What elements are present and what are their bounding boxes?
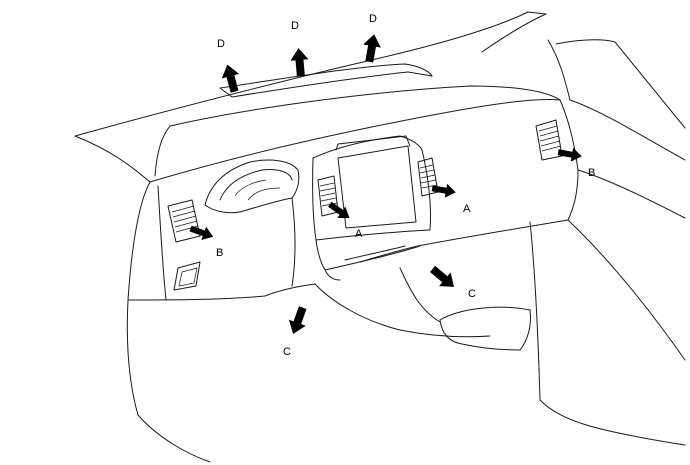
left-switch-panel	[173, 261, 201, 291]
dashboard-top	[74, 63, 561, 183]
side-vent-right-arrow	[557, 147, 582, 162]
label-foot-left: C	[283, 346, 291, 358]
windshield-outline	[74, 11, 686, 137]
label-defroster-2: D	[291, 20, 299, 32]
defroster-arrow-1	[221, 64, 240, 93]
foot-right-arrow	[430, 265, 455, 287]
label-side-vent-right: B	[588, 167, 595, 179]
label-side-vent-left: B	[216, 247, 223, 259]
foot-left-arrow	[288, 306, 307, 334]
defroster-arrow-3	[363, 34, 381, 63]
dashboard-right	[359, 99, 686, 446]
label-center-vent-right: A	[463, 203, 471, 215]
console-box	[439, 306, 531, 351]
side-vent-right	[535, 119, 563, 161]
instrument-cluster	[204, 159, 300, 214]
center-vent-right-arrow	[431, 183, 456, 198]
label-defroster-1: D	[217, 38, 225, 50]
side-vent-left-arrow	[189, 225, 214, 240]
label-center-vent-left: A	[355, 228, 363, 240]
center-display	[312, 135, 432, 281]
center-vent-left-arrow	[328, 201, 350, 219]
label-foot-right: C	[468, 288, 476, 300]
side-vent-left	[167, 199, 201, 243]
label-defroster-3: D	[369, 13, 377, 25]
defroster-arrow-2	[290, 48, 309, 77]
lower-left-dash	[126, 181, 491, 463]
